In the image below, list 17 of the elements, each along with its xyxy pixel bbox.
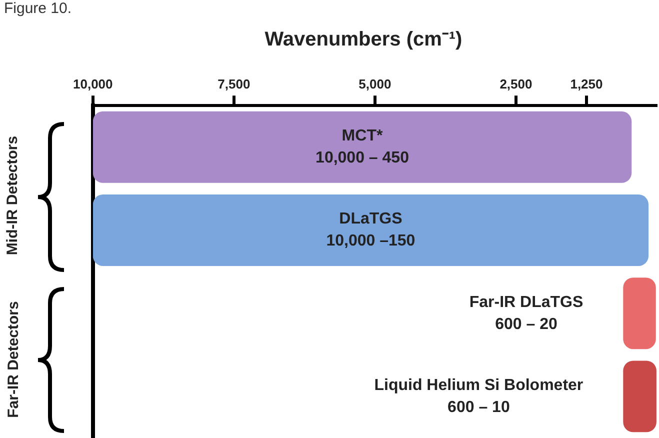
x-tick-label: 2,500	[500, 76, 532, 92]
x-axis-title: Wavenumbers (cm⁻¹)	[264, 28, 462, 51]
x-tick-label: 10,000	[73, 76, 113, 92]
annotation: 600 – 20	[495, 316, 558, 333]
y-tick-label: MCT*	[342, 128, 384, 145]
text: Far-IR Detectors	[4, 301, 22, 418]
caption: Figure 10.	[4, 0, 72, 17]
y-tick-label: Far-IR DLaTGS	[469, 294, 584, 311]
annotation: 10,000 – 450	[316, 150, 410, 167]
annotation: 600 – 10	[448, 398, 510, 416]
text: Mid-IR Detectors	[4, 136, 22, 256]
y-tick-label: Liquid Helium Si Bolometer	[374, 376, 584, 394]
x-tick-label: 7,500	[218, 76, 250, 92]
x-tick-label: 1,250	[570, 76, 603, 92]
x-tick-label: 5,000	[358, 76, 392, 92]
y-tick-label: DLaTGS	[339, 210, 403, 228]
annotation: 10,000 –150	[326, 232, 416, 250]
